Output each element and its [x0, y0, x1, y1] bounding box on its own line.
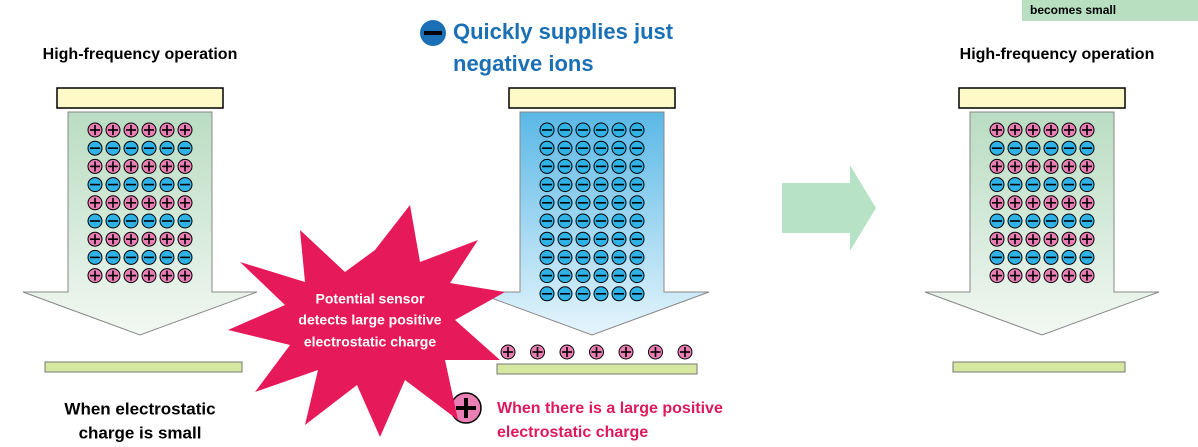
burst-line: Potential sensor: [316, 291, 425, 307]
middle-caption: When there is a large positive: [497, 400, 723, 417]
electrode: [57, 88, 223, 108]
headline: Quickly supplies just: [453, 19, 674, 44]
top-note: becomes small: [1030, 3, 1116, 17]
plate: [497, 364, 697, 374]
flow-arrow: [475, 112, 709, 335]
flow-arrow: [23, 112, 257, 335]
plus-sign: [464, 398, 468, 418]
left-caption: When electrostatic: [64, 399, 215, 418]
transition-arrow: [782, 165, 876, 251]
burst-line: electrostatic charge: [304, 334, 436, 350]
left-caption: charge is small: [79, 423, 202, 442]
panels: [23, 88, 1159, 374]
left-title: High-frequency operation: [43, 46, 238, 63]
plate: [45, 362, 242, 372]
headline: negative ions: [453, 51, 594, 76]
plate: [953, 362, 1125, 372]
electrode: [959, 88, 1125, 108]
right-title: High-frequency operation: [960, 46, 1155, 63]
middle-caption: electrostatic charge: [497, 424, 648, 441]
electrode: [509, 88, 675, 108]
flow-arrow: [925, 112, 1159, 335]
minus-sign: [424, 31, 442, 35]
burst-line: detects large positive: [298, 312, 441, 328]
diagram: becomes small High-frequency operation H…: [0, 0, 1198, 447]
